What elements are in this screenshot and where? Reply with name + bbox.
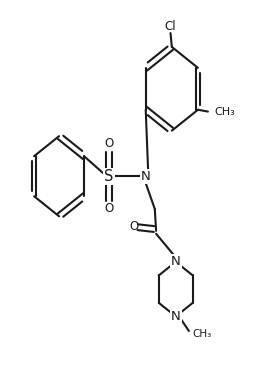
Text: N: N [171, 255, 181, 268]
Text: N: N [141, 170, 151, 183]
Text: CH₃: CH₃ [192, 328, 211, 339]
Text: S: S [104, 169, 114, 184]
Text: O: O [129, 219, 138, 233]
Text: O: O [104, 203, 113, 215]
Text: CH₃: CH₃ [214, 106, 235, 117]
Text: N: N [171, 310, 181, 323]
Text: Cl: Cl [165, 21, 176, 33]
Text: O: O [104, 137, 113, 150]
